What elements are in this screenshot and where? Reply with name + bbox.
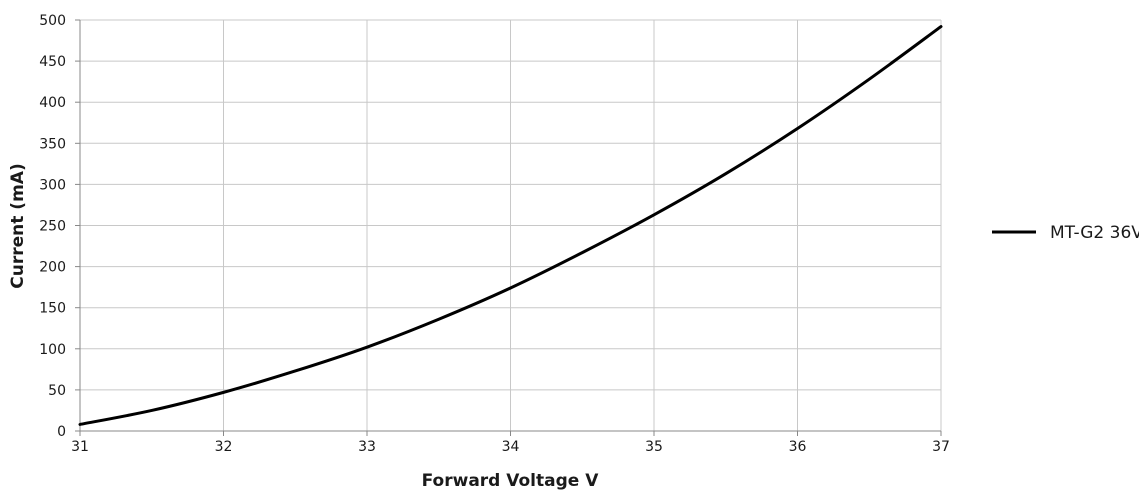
y-tick-label: 150 (39, 301, 66, 317)
x-tick-label: 31 (71, 439, 89, 455)
y-tick-label: 300 (39, 177, 66, 193)
y-tick-label: 200 (39, 260, 66, 276)
y-tick-label: 250 (39, 219, 66, 235)
legend-label: MT-G2 36V (1050, 223, 1139, 243)
x-tick-label: 36 (789, 439, 807, 455)
x-tick-label: 32 (215, 439, 233, 455)
y-tick-label: 450 (39, 54, 66, 70)
y-tick-label: 500 (39, 13, 66, 29)
y-axis-title: Current (mA) (8, 163, 28, 288)
y-tick-label: 0 (57, 424, 66, 440)
legend: MT-G2 36V (992, 223, 1139, 243)
x-tick-labels: 31 32 33 34 35 36 37 (71, 439, 950, 455)
series-lines (78, 25, 943, 426)
x-tick-label: 37 (932, 439, 950, 455)
x-axis-title: Forward Voltage V (422, 471, 600, 491)
y-tick-label: 100 (39, 342, 66, 358)
series-line-mt-g2-36v (78, 25, 943, 426)
x-tick-label: 35 (645, 439, 663, 455)
x-tick-label: 34 (502, 439, 520, 455)
y-tick-label: 400 (39, 95, 66, 111)
y-tick-labels: 0 50 100 150 200 250 300 350 400 450 500 (39, 13, 66, 440)
y-tick-label: 50 (48, 383, 66, 399)
x-tick-label: 33 (358, 439, 376, 455)
gridlines (80, 19, 942, 431)
axes (75, 19, 942, 436)
y-tick-label: 350 (39, 136, 66, 152)
